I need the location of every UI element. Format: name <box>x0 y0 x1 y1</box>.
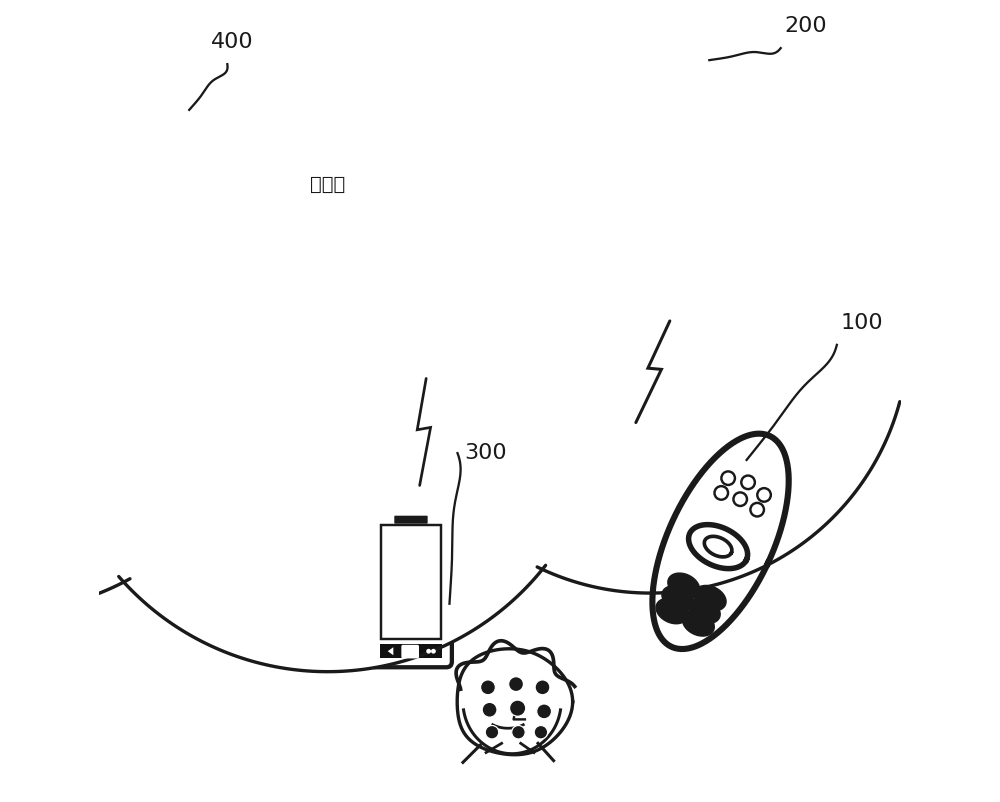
Bar <box>381 525 441 639</box>
Polygon shape <box>704 537 732 557</box>
Polygon shape <box>668 573 700 598</box>
Bar <box>634 377 678 387</box>
Bar <box>436 64 877 385</box>
Circle shape <box>604 0 1000 415</box>
Circle shape <box>534 726 548 739</box>
Circle shape <box>509 677 523 691</box>
Circle shape <box>535 680 550 695</box>
Polygon shape <box>694 585 726 611</box>
Polygon shape <box>457 649 573 755</box>
Polygon shape <box>123 114 279 136</box>
Polygon shape <box>652 434 789 649</box>
Text: 200: 200 <box>785 16 827 36</box>
Circle shape <box>750 503 764 516</box>
Circle shape <box>481 680 495 695</box>
Bar <box>447 75 866 374</box>
Polygon shape <box>682 611 714 636</box>
Circle shape <box>714 486 728 500</box>
Circle shape <box>426 649 431 654</box>
Circle shape <box>291 0 881 347</box>
FancyBboxPatch shape <box>401 645 419 658</box>
Circle shape <box>757 488 771 502</box>
Polygon shape <box>123 136 243 361</box>
Circle shape <box>512 726 525 739</box>
Circle shape <box>0 0 281 371</box>
Circle shape <box>537 704 552 719</box>
Circle shape <box>485 726 499 739</box>
Circle shape <box>431 649 436 654</box>
Bar <box>380 644 442 658</box>
FancyBboxPatch shape <box>129 228 237 245</box>
Polygon shape <box>688 598 720 623</box>
FancyBboxPatch shape <box>394 516 428 524</box>
Text: 300: 300 <box>464 444 507 463</box>
Circle shape <box>0 0 5 415</box>
Circle shape <box>0 0 641 354</box>
Circle shape <box>0 95 263 611</box>
FancyBboxPatch shape <box>370 504 452 667</box>
Polygon shape <box>388 647 393 655</box>
Text: 100: 100 <box>841 313 883 333</box>
Circle shape <box>51 118 604 671</box>
Text: 400: 400 <box>211 32 254 52</box>
Polygon shape <box>689 525 748 569</box>
Circle shape <box>721 472 735 485</box>
Circle shape <box>741 476 755 489</box>
FancyBboxPatch shape <box>129 198 238 222</box>
Circle shape <box>482 703 497 717</box>
Circle shape <box>148 265 166 282</box>
Circle shape <box>733 492 747 506</box>
Polygon shape <box>662 585 694 611</box>
Bar <box>135 211 231 216</box>
Circle shape <box>392 76 909 593</box>
Polygon shape <box>243 114 279 361</box>
Polygon shape <box>656 598 688 624</box>
Circle shape <box>510 700 526 716</box>
Text: 互联网: 互联网 <box>310 175 345 194</box>
